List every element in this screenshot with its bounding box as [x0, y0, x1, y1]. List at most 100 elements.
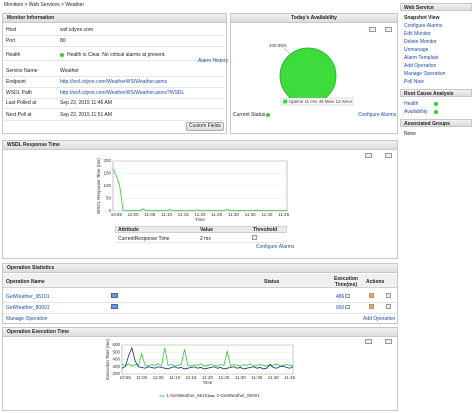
- x-tick-label: 11:15: [186, 375, 197, 380]
- x-axis-label: Time: [203, 380, 213, 385]
- field-value: 80: [60, 38, 66, 44]
- sidebar-item[interactable]: Health: [404, 101, 419, 107]
- field-label: Endpoint: [6, 79, 26, 85]
- x-tick-label: 11:10: [169, 375, 180, 380]
- action-icon: [386, 304, 391, 309]
- x-axis-label: Time: [195, 217, 205, 222]
- trend-icon: [345, 294, 350, 298]
- trend-icon: [345, 305, 350, 309]
- x-tick-label: 11:05: [144, 212, 155, 217]
- x-tick-label: 11:20: [202, 375, 213, 380]
- icon[interactable]: [385, 27, 392, 32]
- add-operation-link[interactable]: Add Operation: [363, 316, 396, 322]
- configure-alarms-link[interactable]: Configure Alarms: [256, 244, 295, 250]
- execution-time[interactable]: 486: [336, 294, 345, 300]
- panel-header: Operation Statistics: [3, 264, 397, 273]
- legend-label: Uptime 11 Hrs 46 Mins 12 Secs: [289, 99, 353, 104]
- field-label: Next Poll at: [6, 112, 32, 118]
- sidebar-item[interactable]: Edit Monitor: [404, 31, 431, 37]
- row-separator: [4, 108, 224, 109]
- breadcrumb[interactable]: Monitors > Web Services > Weather: [4, 2, 85, 8]
- row-separator: [4, 98, 224, 99]
- x-tick-label: 11:10: [161, 212, 172, 217]
- sidebar: [400, 2, 472, 138]
- table-header-cell: Operation Name: [6, 279, 45, 285]
- panel-header: Monitor Information: [3, 14, 226, 23]
- field-label: Host: [6, 27, 17, 33]
- field-value: Sep 22, 2015 11:51 AM: [60, 112, 112, 118]
- row-separator: [4, 76, 224, 77]
- alarm-history-link[interactable]: Alarm History: [198, 58, 229, 64]
- icon[interactable]: [385, 153, 392, 158]
- sidebar-item[interactable]: Unmanage: [404, 47, 429, 53]
- legend-label: 2-GetWeather_80001: [217, 393, 261, 398]
- x-tick-label: 11:45: [278, 212, 289, 217]
- sidebar-header: Root Cause Analysis: [400, 89, 472, 97]
- line-series: [121, 346, 294, 370]
- sidebar-item[interactable]: Manage Operation: [404, 71, 446, 77]
- field-value: Health is Clear. No critical alarms at p…: [67, 52, 166, 58]
- icon[interactable]: [365, 153, 372, 158]
- legend-swatch: [283, 99, 287, 104]
- configure-alarms-link[interactable]: Configure Alarms: [358, 112, 397, 118]
- action-icon: [369, 293, 374, 298]
- x-tick-label: 11:40: [261, 212, 272, 217]
- execution-time[interactable]: 650: [336, 305, 345, 311]
- monitor-info-panel: Monitor Information: [2, 13, 227, 134]
- sidebar-item[interactable]: Add Operation: [404, 63, 437, 69]
- field-value[interactable]: http://wsf.cdyne.com/WeatherWS/Weather.a…: [60, 90, 185, 96]
- row-separator: [4, 60, 224, 61]
- sidebar-item[interactable]: Configure Alarms: [404, 23, 443, 29]
- icon[interactable]: [369, 27, 376, 32]
- current-status-label: Current Status: [233, 112, 266, 118]
- threshold-icon: [252, 235, 257, 240]
- field-label: Last Polled at: [6, 100, 37, 106]
- row-separator: [4, 46, 224, 47]
- sidebar-item[interactable]: Alarm Template: [404, 55, 439, 61]
- sidebar-item[interactable]: Snapshot View: [404, 15, 440, 21]
- status-dot: [434, 102, 438, 106]
- y-tick-label: 600: [112, 342, 120, 347]
- table-header-cell: Threshold: [253, 227, 278, 233]
- x-tick-label: 11:30: [235, 375, 246, 380]
- sidebar-item[interactable]: Delete Monitor: [404, 39, 437, 45]
- table-header: [115, 226, 287, 233]
- table-cell: 2 ms: [200, 236, 211, 242]
- x-tick-label: 11:25: [218, 375, 229, 380]
- sidebar-item[interactable]: Availability: [404, 109, 428, 115]
- field-value[interactable]: http://wsf.cdyne.com/WeatherWS/Weather.a…: [60, 79, 168, 85]
- line-series: [121, 347, 294, 367]
- sidebar-item: None: [404, 131, 416, 137]
- operation-link[interactable]: GetWeather_80001: [6, 305, 50, 311]
- icon[interactable]: [365, 339, 372, 344]
- manage-operation-link[interactable]: Manage Operation: [6, 316, 48, 322]
- operation-link[interactable]: GetWeather_95101: [6, 294, 50, 300]
- x-tick-label: 11:00: [136, 375, 147, 380]
- field-value: Sep 22, 2015 11:46 AM: [60, 100, 112, 106]
- status-dot: [434, 110, 438, 114]
- field-value: wsf.cdyne.com: [60, 27, 94, 33]
- x-tick-label: 10:55: [120, 375, 132, 380]
- x-tick-label: 11:35: [251, 375, 262, 380]
- legend-box: [280, 97, 354, 106]
- x-tick-label: 11:05: [153, 375, 164, 380]
- y-tick-label: 150: [103, 171, 111, 176]
- x-tick-label: 11:40: [268, 375, 279, 380]
- x-tick-label: 11:30: [228, 212, 239, 217]
- field-label: WSDL Path: [6, 90, 32, 96]
- pie-slice: [279, 47, 337, 105]
- x-tick-label: 11:25: [211, 212, 222, 217]
- y-tick-label: 300: [112, 364, 120, 369]
- field-value: Weather: [60, 68, 79, 74]
- row-separator: [4, 87, 224, 88]
- icon[interactable]: [385, 339, 392, 344]
- custom-fields-button[interactable]: Custom Fields: [186, 122, 224, 131]
- health-icon: [60, 53, 64, 57]
- row-separator: [4, 35, 224, 36]
- sidebar-item[interactable]: Poll Now: [404, 79, 424, 85]
- table-cell: CurrentResponse Time: [118, 236, 170, 242]
- field-label: Service Name: [6, 68, 38, 74]
- pie-label: 100.00%: [269, 43, 287, 48]
- legend-label: 1-GetWeather_95101: [167, 393, 211, 398]
